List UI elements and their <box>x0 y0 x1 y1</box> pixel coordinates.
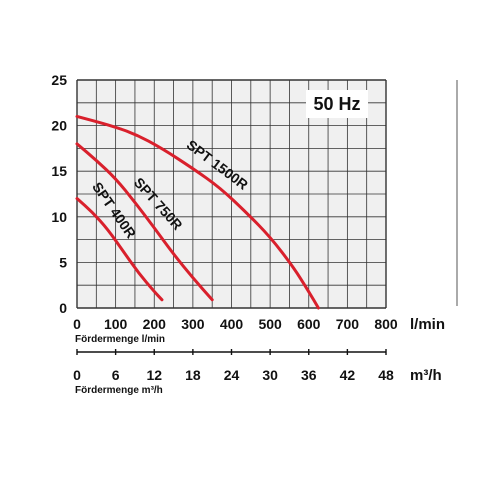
x-axis-ticks: 0 100 200 300 400 500 600 700 800 <box>73 316 398 332</box>
y-tick-label: 5 <box>59 254 67 270</box>
pump-curve-spt-1500r <box>75 114 320 310</box>
pump-curve-spt-750r <box>75 142 214 302</box>
x2-tick-label: 18 <box>185 367 201 383</box>
x-tick-label: 500 <box>258 316 282 332</box>
x-axis-title: Fördermenge l/min <box>75 334 165 345</box>
pump-curve-spt-400r <box>75 197 164 302</box>
secondary-x-axis: 0 6 12 18 24 30 36 42 48 <box>73 349 394 383</box>
x-tick-label: 800 <box>374 316 398 332</box>
x-unit-label: l/min <box>410 316 445 333</box>
y-tick-label: 10 <box>51 209 67 225</box>
x2-tick-label: 36 <box>301 367 317 383</box>
x-tick-label: 400 <box>220 316 244 332</box>
y-tick-label: 20 <box>51 118 67 134</box>
x-tick-label: 100 <box>104 316 128 332</box>
pump-curves <box>75 114 320 310</box>
x-tick-label: 300 <box>181 316 205 332</box>
y-tick-label: 25 <box>51 72 67 88</box>
y-axis-ticks: 0 5 10 15 20 25 <box>51 72 67 316</box>
x-tick-label: 700 <box>336 316 360 332</box>
chart-grid <box>76 79 387 309</box>
x2-tick-label: 12 <box>146 367 162 383</box>
x2-axis-title: Fördermenge m³/h <box>75 385 163 396</box>
x2-unit-label: m³/h <box>410 367 442 384</box>
x2-tick-label: 48 <box>378 367 394 383</box>
x2-tick-label: 24 <box>224 367 240 383</box>
x2-tick-label: 30 <box>262 367 278 383</box>
x2-tick-label: 6 <box>112 367 120 383</box>
x2-tick-label: 42 <box>340 367 356 383</box>
y-tick-label: 15 <box>51 163 67 179</box>
x-tick-label: 0 <box>73 316 81 332</box>
y-tick-label: 0 <box>59 300 67 316</box>
x-tick-label: 600 <box>297 316 321 332</box>
frequency-badge <box>306 90 368 118</box>
frequency-label: 50 Hz <box>313 94 360 114</box>
x-tick-label: 200 <box>143 316 167 332</box>
x2-tick-label: 0 <box>73 367 81 383</box>
